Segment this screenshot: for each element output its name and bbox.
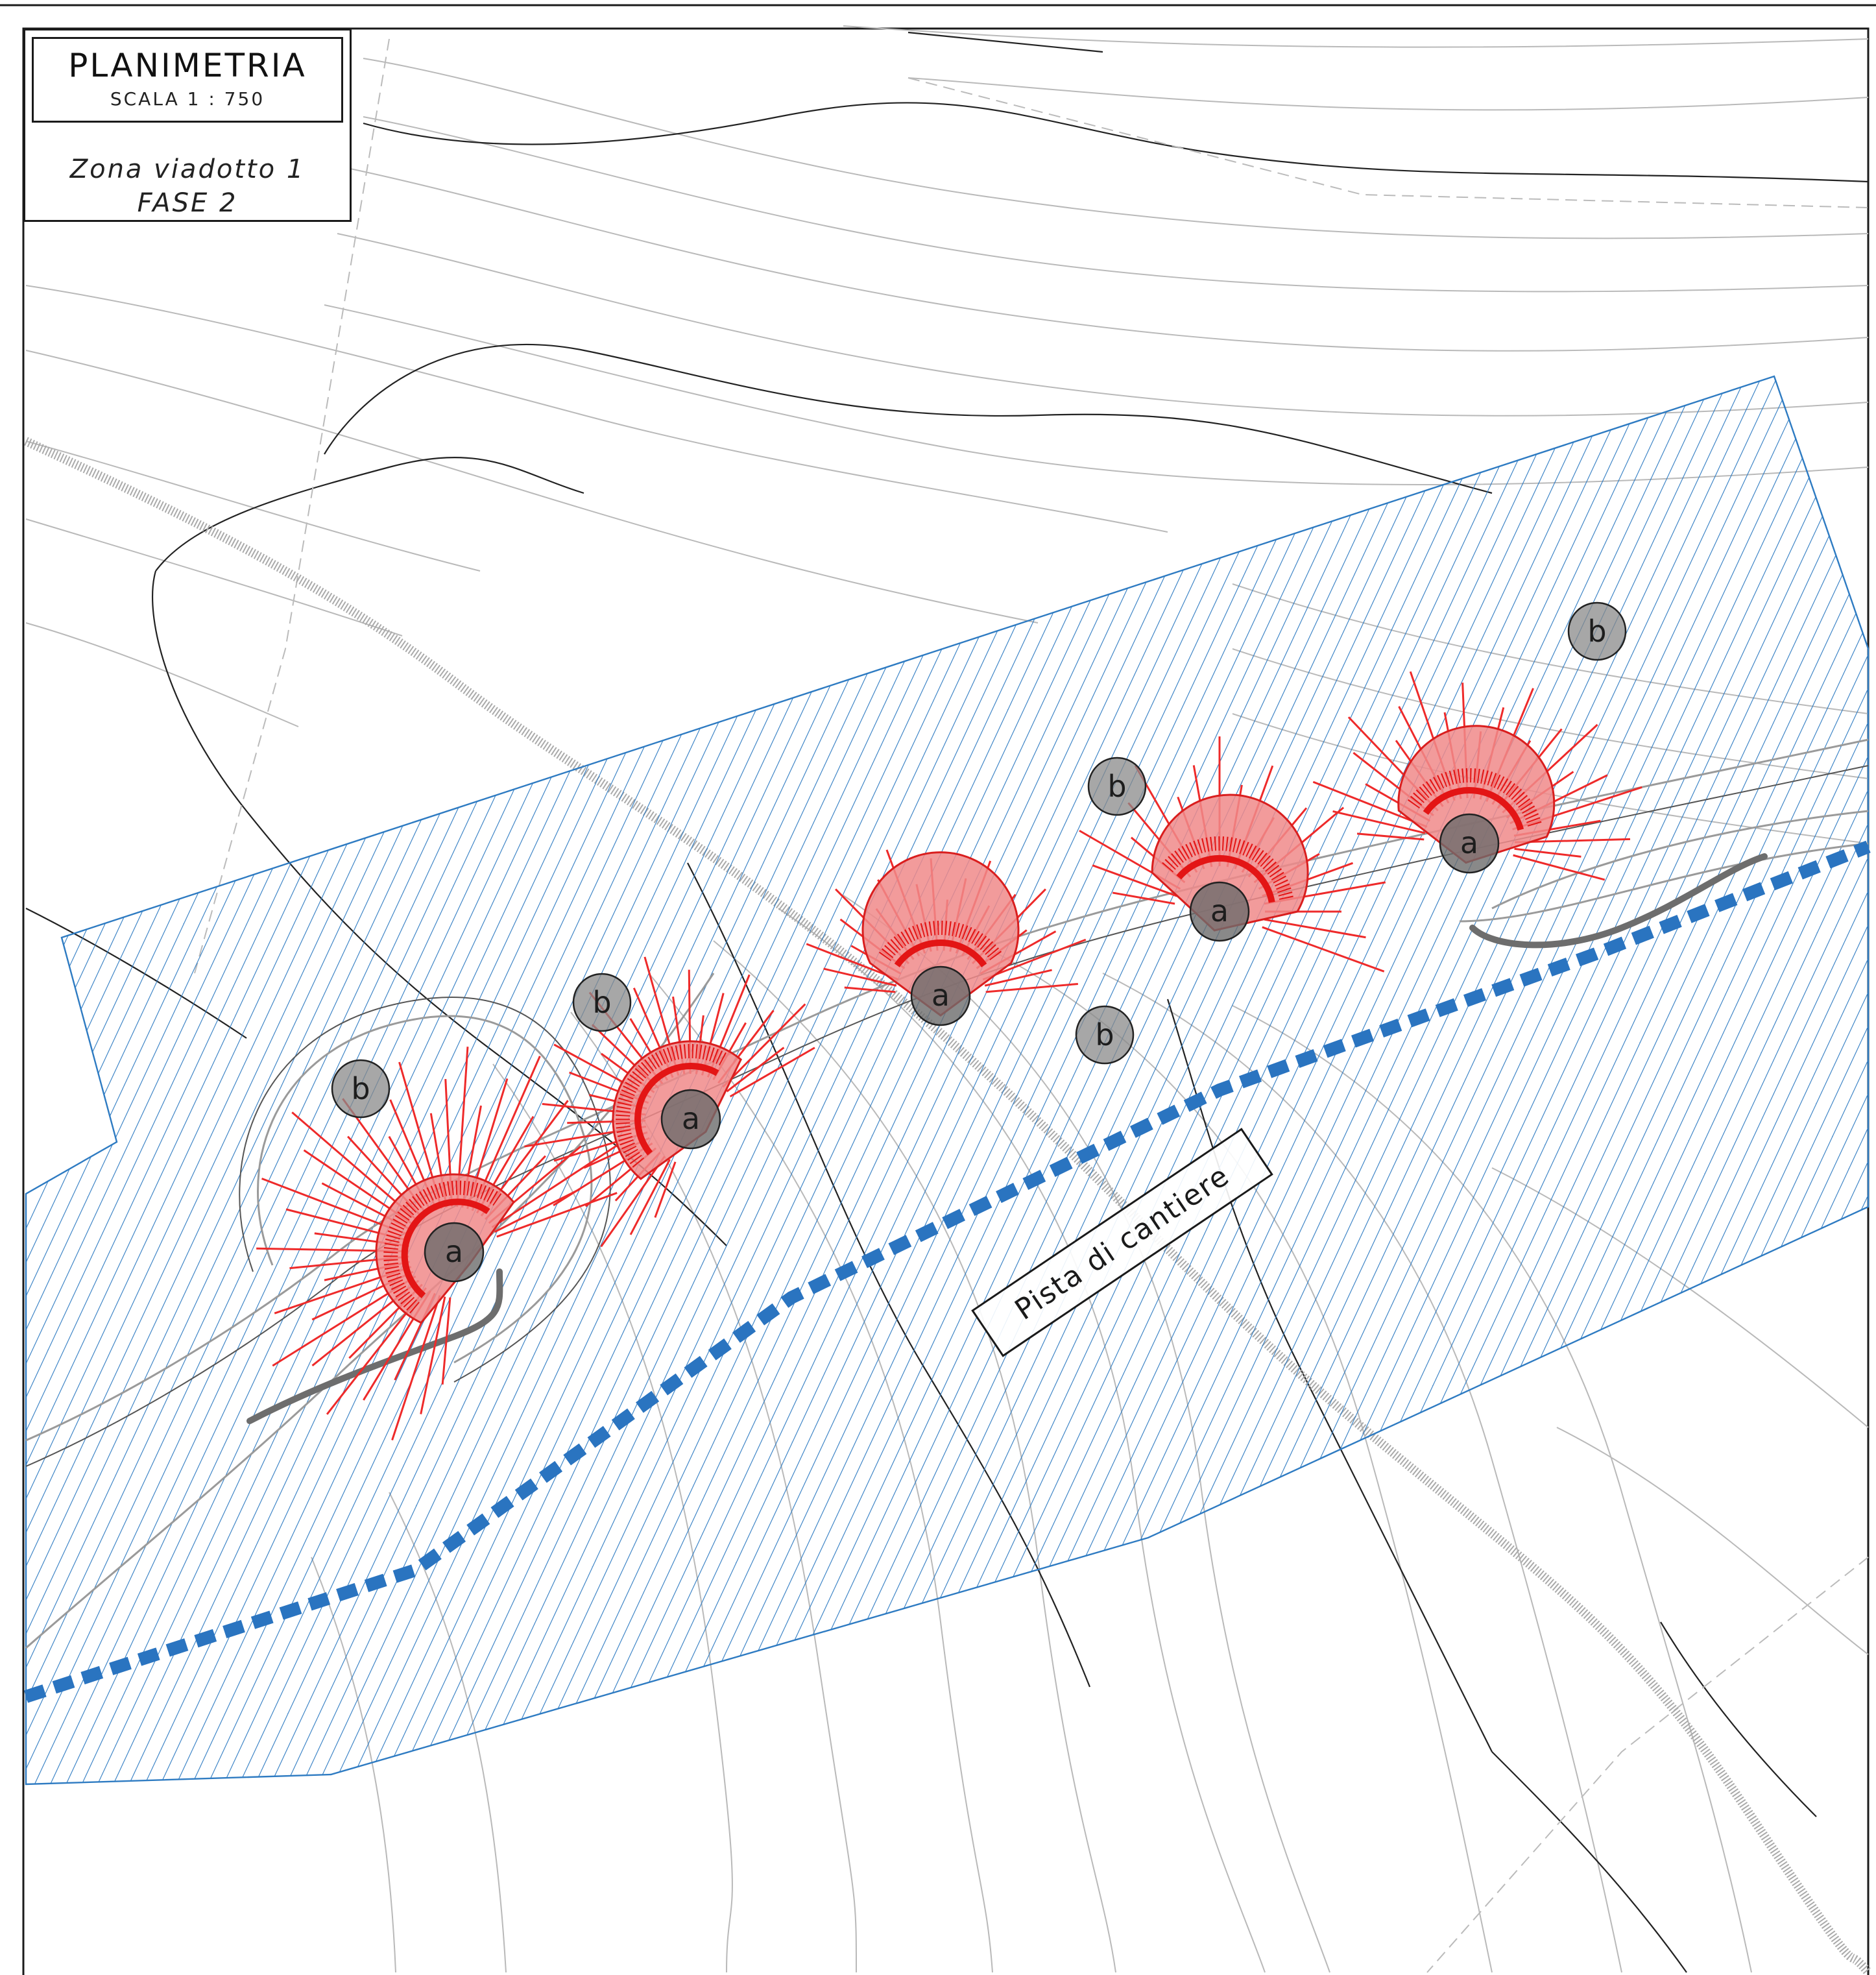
anchor-line <box>496 1192 618 1238</box>
anchor-line <box>629 1159 671 1235</box>
pier-5-tick-arc <box>1407 768 1543 828</box>
anchor-line <box>1264 918 1366 939</box>
anchor-line <box>600 1156 666 1248</box>
marker-disc <box>572 973 632 1032</box>
marker-disc <box>331 1059 391 1119</box>
pier-5-disc <box>1439 813 1500 874</box>
anchor-line <box>1092 864 1177 897</box>
phase-name: FASE 2 <box>137 188 238 218</box>
pier-5: a <box>1312 671 1642 881</box>
title-block: PLANIMETRIA SCALA 1 : 750 Zona viadotto … <box>23 29 352 222</box>
anchor-line <box>722 1003 806 1088</box>
pier-4-label: a <box>1210 893 1229 928</box>
pier-2-tick-arc <box>616 1044 728 1168</box>
anchor-line <box>1262 926 1385 973</box>
pier-2-disc <box>660 1089 721 1150</box>
anchor-line <box>491 1143 620 1228</box>
marker-b-5: b <box>1567 601 1627 661</box>
pier-3-arc <box>894 939 987 967</box>
marker-label: b <box>592 985 611 1020</box>
anchor-line <box>1112 891 1175 905</box>
abutment-wall-right <box>1469 853 1768 949</box>
anchor-line <box>1514 847 1581 858</box>
drawing-scale: SCALA 1 : 750 <box>110 88 265 110</box>
abutment-wall-left <box>247 1268 503 1424</box>
marker-label: b <box>1587 614 1606 649</box>
pier-2: a <box>524 956 815 1248</box>
anchor-line <box>1513 854 1605 881</box>
pier-4-disc <box>1189 881 1250 942</box>
pier-3-disc <box>910 965 971 1026</box>
marker-label: b <box>1095 1017 1114 1052</box>
drawing-title: PLANIMETRIA <box>68 47 307 84</box>
pier-4-tick-arc <box>1162 836 1294 901</box>
anchor-line <box>1356 832 1425 841</box>
pier-5-footing <box>1397 725 1556 864</box>
pier-1-disc <box>424 1222 485 1283</box>
anchor-line <box>391 1295 441 1441</box>
b-markers-group: b b b b b <box>331 601 1627 1119</box>
zone-description: Zona viadotto 1 FASE 2 <box>25 152 350 220</box>
pier-4-arc <box>1176 855 1275 903</box>
pier-2-label: a <box>682 1101 700 1136</box>
marker-b-3: b <box>1087 757 1147 816</box>
marker-disc <box>1567 601 1627 661</box>
pier-5-arc <box>1423 787 1524 831</box>
pier-2-arc <box>634 1063 719 1156</box>
work-zone-hatched <box>25 375 1870 1786</box>
zone-name: Zona viadotto 1 <box>69 154 306 184</box>
anchor-line <box>441 1297 451 1385</box>
marker-b-4: b <box>1075 1005 1135 1065</box>
anchor-line <box>654 1161 677 1218</box>
anchor-line <box>982 938 1087 981</box>
anchor-line <box>1312 781 1428 828</box>
pier-3: a <box>806 849 1087 1026</box>
marker-label: b <box>1107 769 1126 804</box>
anchor-line <box>494 1188 581 1233</box>
anchor-line <box>823 967 897 987</box>
anchor-line <box>729 1047 815 1098</box>
pier-1-label: a <box>445 1234 463 1269</box>
marker-disc <box>1087 757 1147 816</box>
dashed-alignments <box>194 38 1869 1973</box>
pier-1: a <box>256 1047 620 1441</box>
pista-label-box <box>971 1128 1273 1357</box>
anchor-line <box>1332 810 1426 834</box>
anchor-line <box>985 982 1078 993</box>
marker-b-2: b <box>572 973 632 1032</box>
pier-3-footing <box>861 851 1020 1017</box>
anchor-line <box>420 1296 446 1414</box>
title-box: PLANIMETRIA SCALA 1 : 750 <box>32 37 343 123</box>
marker-label: b <box>351 1071 370 1106</box>
marker-disc <box>1075 1005 1135 1065</box>
piers-group: a a a a a <box>256 671 1642 1441</box>
anchor-line <box>984 969 1052 987</box>
anchor-line <box>844 986 896 993</box>
pier-1-arc <box>401 1198 490 1298</box>
pista-di-cantiere-line <box>23 840 1871 1703</box>
marker-b-1: b <box>331 1059 391 1119</box>
anchor-line <box>726 1047 785 1093</box>
pier-3-label: a <box>932 978 950 1013</box>
pier-5-label: a <box>1460 825 1478 860</box>
